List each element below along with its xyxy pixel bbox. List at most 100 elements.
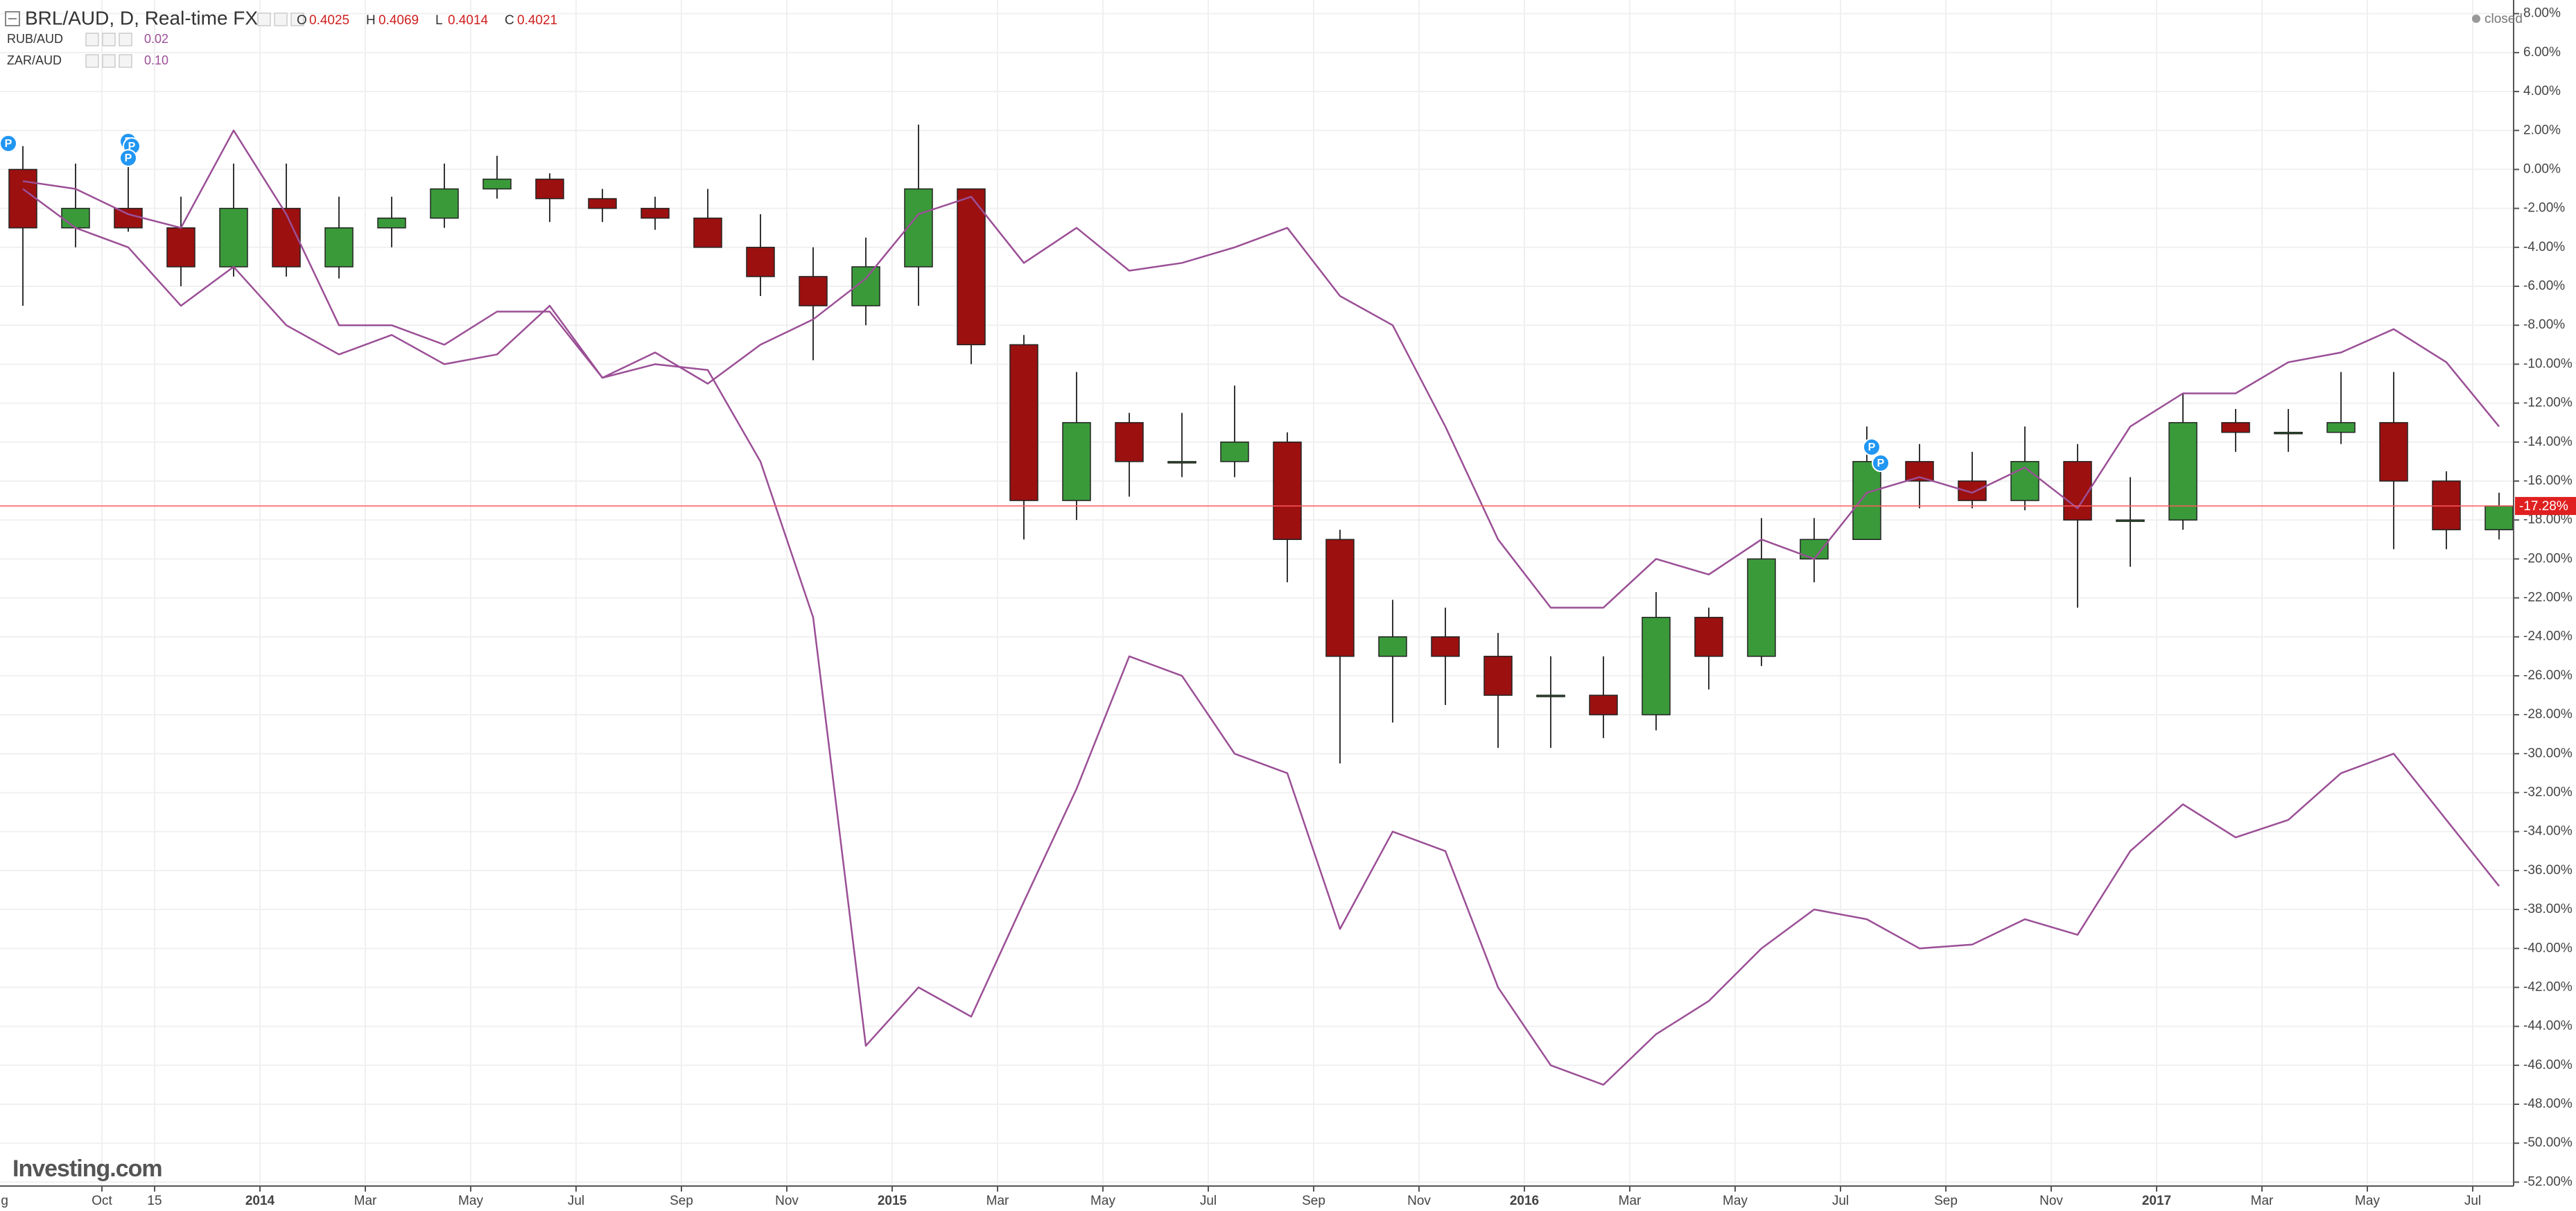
quote-value: 0.4069: [378, 13, 419, 28]
candle-body: [1062, 421, 1091, 501]
candle-body: [482, 178, 512, 190]
candle-body: [1747, 558, 1776, 657]
candle-body: [1378, 636, 1407, 657]
x-tick-label: Sep: [670, 1194, 693, 1208]
event-pin[interactable]: [1863, 438, 1881, 456]
event-pin-label: P: [1877, 458, 1885, 469]
quote-key: C: [505, 13, 514, 28]
x-tick-label: May: [458, 1194, 483, 1208]
x-tick-label: Sep: [1302, 1194, 1325, 1208]
candle-body: [1694, 616, 1723, 657]
candle-body: [1220, 442, 1249, 462]
y-tick-label: -12.00%: [2523, 396, 2573, 410]
candle-body: [2063, 461, 2092, 521]
event-pin[interactable]: [1872, 454, 1890, 472]
plot-area: [0, 124, 2514, 1086]
event-pin-label: P: [128, 141, 136, 153]
y-tick-label: -28.00%: [2523, 707, 2573, 722]
candle-body: [904, 188, 933, 268]
quote-value: 0.4014: [448, 13, 489, 28]
candle-body: [799, 276, 828, 306]
y-tick-label: -30.00%: [2523, 746, 2573, 760]
y-tick-label: 0.00%: [2523, 162, 2561, 176]
candle-body: [1642, 616, 1671, 715]
quote-key: O: [297, 13, 307, 28]
y-tick-label: 2.00%: [2523, 123, 2561, 137]
quote-key: L: [435, 13, 443, 28]
x-tick-label: Mar: [2251, 1194, 2274, 1208]
event-pin-label: P: [125, 153, 132, 164]
y-tick-label: -34.00%: [2523, 824, 2573, 839]
quote-value: 0.4025: [309, 13, 349, 28]
x-tick-label: Mar: [354, 1194, 377, 1208]
candle-body: [2326, 421, 2356, 433]
header-button[interactable]: [85, 54, 99, 68]
overlay: BRL/AUD, D, Real-time FX closed Investin…: [0, 7, 2523, 1182]
x-tick-label: Nov: [2039, 1194, 2063, 1208]
chart-title: BRL/AUD, D, Real-time FX: [25, 7, 258, 28]
candle-body: [2168, 421, 2198, 521]
candle-body: [1852, 461, 1881, 540]
candle-body: [1483, 656, 1513, 696]
candle-body: [2379, 421, 2408, 482]
header-button[interactable]: [102, 54, 116, 68]
legend-value: 0.10: [144, 53, 168, 67]
market-status: closed: [2484, 12, 2523, 26]
y-tick-label: -46.00%: [2523, 1058, 2573, 1072]
candle-body: [746, 247, 775, 277]
x-tick-label: May: [1090, 1194, 1115, 1208]
candle-body: [324, 227, 354, 268]
candle-body: [535, 178, 564, 200]
line-series: [22, 188, 2500, 1086]
event-pin[interactable]: [119, 149, 137, 167]
candle-body: [2432, 480, 2461, 530]
x-tick-label: Nov: [1407, 1194, 1431, 1208]
header-button[interactable]: [257, 12, 271, 26]
candle-body: [377, 217, 406, 229]
event-pin[interactable]: [0, 134, 17, 153]
logo: Investing.com: [12, 1156, 162, 1182]
y-tick-label: -48.00%: [2523, 1097, 2573, 1111]
candle-body: [1325, 539, 1355, 657]
y-tick-label: -52.00%: [2523, 1174, 2573, 1189]
header-button[interactable]: [290, 12, 304, 26]
y-tick-label: -26.00%: [2523, 668, 2573, 683]
quote-value: 0.4021: [517, 13, 557, 28]
y-tick-label: -44.00%: [2523, 1019, 2573, 1034]
x-tick-label: Sep: [1934, 1194, 1958, 1208]
x-tick-label: 2017: [2142, 1194, 2171, 1208]
candle-body: [2274, 431, 2303, 435]
x-tick-label: 2014: [245, 1194, 275, 1208]
legend-name: RUB/AUD: [7, 32, 63, 46]
candle-body: [2484, 505, 2514, 530]
y-tick-label: -14.00%: [2523, 435, 2573, 449]
y-tick-label: -10.00%: [2523, 356, 2573, 371]
header-button[interactable]: [85, 33, 99, 46]
quote-key: H: [366, 13, 376, 28]
x-tick-label: Jul: [568, 1194, 584, 1208]
candle-body: [219, 207, 248, 268]
candle-body: [430, 188, 459, 219]
y-tick-label: 6.00%: [2523, 45, 2561, 60]
y-tick-label: -6.00%: [2523, 279, 2565, 293]
x-tick-label: Jul: [2464, 1194, 2481, 1208]
candle-body: [1905, 461, 1934, 482]
legend-name: ZAR/AUD: [7, 53, 62, 67]
y-tick-label: -50.00%: [2523, 1135, 2573, 1150]
y-tick-label: -24.00%: [2523, 629, 2573, 644]
header-button[interactable]: [274, 12, 288, 26]
status-dot: [2472, 15, 2480, 23]
collapse-icon[interactable]: [5, 11, 20, 26]
candle-body: [1589, 695, 1618, 715]
y-tick-label: -18.00%: [2523, 512, 2573, 527]
x-tick-label: Nov: [775, 1194, 799, 1208]
y-tick-label: -20.00%: [2523, 551, 2573, 566]
candle-body: [957, 188, 986, 346]
y-tick-label: -38.00%: [2523, 902, 2573, 916]
header-button[interactable]: [119, 33, 132, 46]
candle-body: [2116, 519, 2145, 522]
y-tick-label: -16.00%: [2523, 473, 2573, 488]
header-button[interactable]: [102, 33, 116, 46]
header-button[interactable]: [119, 54, 132, 68]
